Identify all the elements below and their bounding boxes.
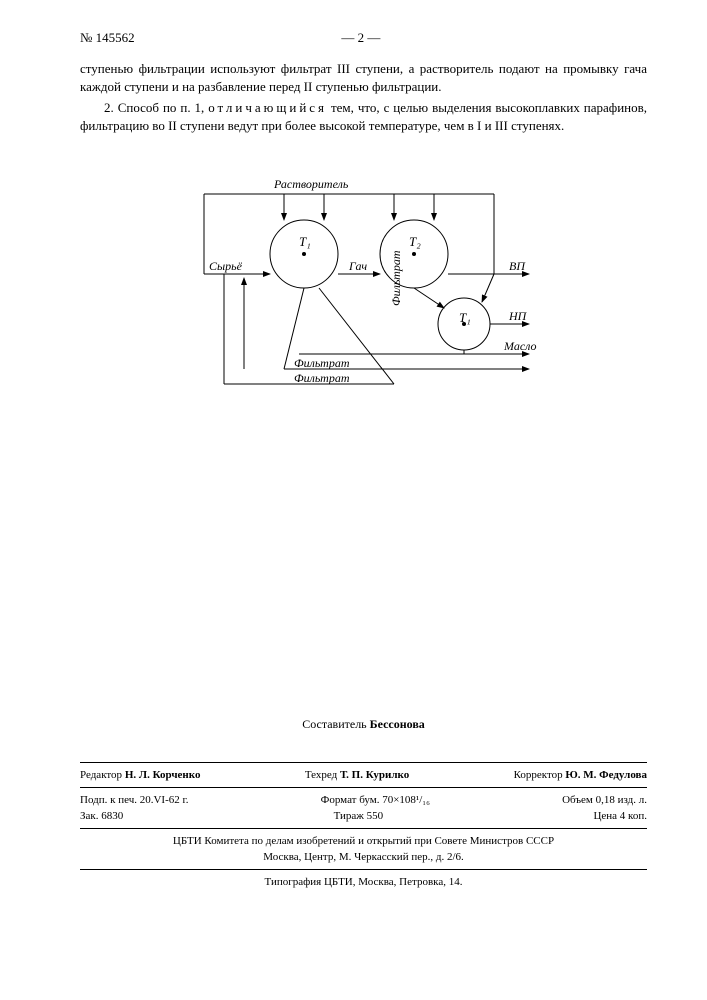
addr-line: Москва, Центр, М. Черкасский пер., д. 2/… xyxy=(80,849,647,865)
doc-number: № 145562 xyxy=(80,30,135,46)
label-t1: T₁ xyxy=(299,234,311,249)
paragraph-2: 2. Способ по п. 1, отличающийся тем, что… xyxy=(80,99,647,134)
paragraph-1: ступенью фильтрации используют фильтрат … xyxy=(80,60,647,95)
label-raw: Сырьё xyxy=(209,259,243,273)
credits-row: Редактор Н. Л. Корченко Техред Т. П. Кур… xyxy=(80,767,647,783)
page-header: № 145562 — 2 — xyxy=(80,30,647,46)
label-oil: Масло xyxy=(503,339,537,353)
label-np: НП xyxy=(508,309,528,323)
label-solvent: Растворитель xyxy=(273,177,349,191)
label-vp: ВП xyxy=(509,259,526,273)
org-line: ЦБТИ Комитета по делам изобретений и отк… xyxy=(80,833,647,849)
print-row-1: Подп. к печ. 20.VI-62 г. Формат бум. 70×… xyxy=(80,792,647,808)
body-text: ступенью фильтрации используют фильтрат … xyxy=(80,60,647,134)
label-filtrate-v: Фильтрат xyxy=(389,250,403,306)
compiler-line: Составитель Бессонова xyxy=(80,717,647,732)
process-diagram: Растворитель T₁ T₂ T₁ Сырьё xyxy=(80,174,647,404)
label-filtrate-2: Фильтрат xyxy=(294,356,350,370)
footer: Составитель Бессонова Редактор Н. Л. Кор… xyxy=(80,717,647,890)
label-filtrate-3: Фильтрат xyxy=(294,371,350,385)
print-row-2: Зак. 6830 Тираж 550 Цена 4 коп. xyxy=(80,808,647,824)
label-gach: Гач xyxy=(348,259,367,273)
label-t2: T₂ xyxy=(409,234,421,249)
print-line: Типография ЦБТИ, Москва, Петровка, 14. xyxy=(80,874,647,890)
page-number: — 2 — xyxy=(135,30,587,46)
